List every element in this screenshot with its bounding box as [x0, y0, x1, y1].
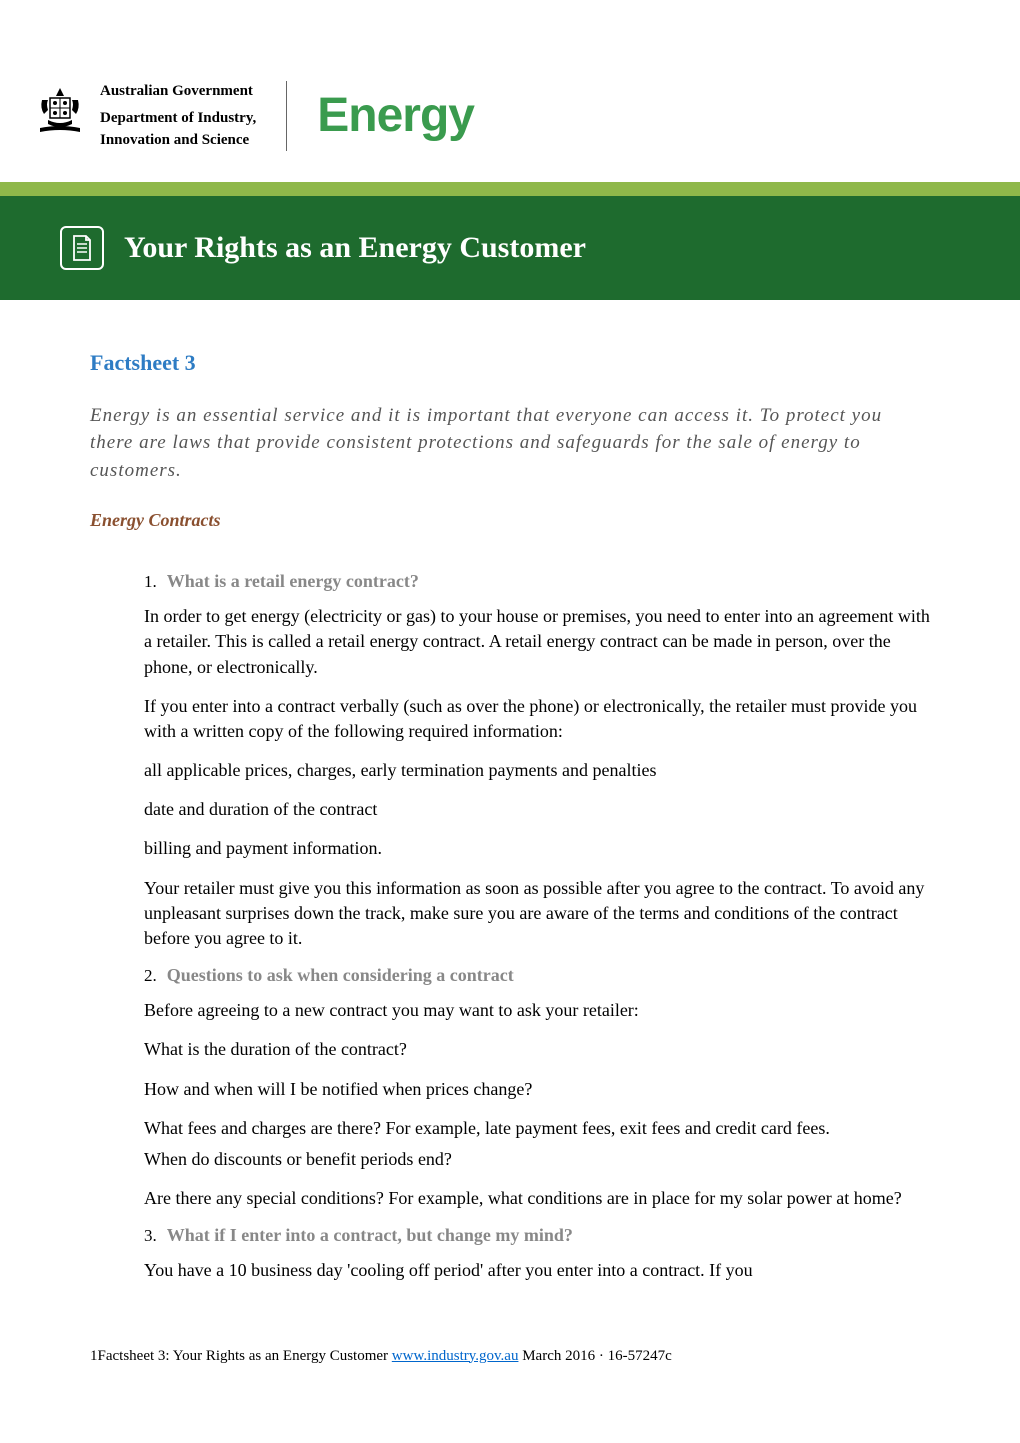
energy-logo: Energy — [317, 88, 474, 143]
qa-list: 1. What is a retail energy contract? In … — [90, 571, 930, 1283]
footer-prefix: 1Factsheet 3: Your Rights as an Energy C… — [90, 1348, 392, 1364]
gov-line3: Innovation and Science — [100, 129, 256, 152]
qa-bullet: all applicable prices, charges, early te… — [144, 758, 930, 783]
qa-paragraph: Before agreeing to a new contract you ma… — [144, 998, 930, 1023]
qa-bullet: When do discounts or benefit periods end… — [144, 1147, 930, 1172]
qa-header-row: 2. Questions to ask when considering a c… — [144, 965, 930, 986]
footer-link[interactable]: www.industry.gov.au — [392, 1348, 519, 1364]
document-icon — [60, 226, 104, 270]
qa-question: What if I enter into a contract, but cha… — [167, 1225, 573, 1246]
footer-suffix: March 2016 · 16-57247c — [518, 1348, 671, 1364]
crest-icon — [30, 80, 90, 140]
green-stripe — [0, 182, 1020, 196]
main-content: Factsheet 3 Energy is an essential servi… — [0, 300, 1020, 1328]
qa-paragraph: If you enter into a contract verbally (s… — [144, 694, 930, 744]
qa-paragraph: You have a 10 business day 'cooling off … — [144, 1258, 930, 1283]
qa-question: What is a retail energy contract? — [167, 571, 419, 592]
page-title: Your Rights as an Energy Customer — [124, 231, 586, 265]
australian-government-logo: Australian Government Department of Indu… — [30, 80, 256, 152]
qa-item: 3. What if I enter into a contract, but … — [144, 1225, 930, 1283]
gov-text-block: Australian Government Department of Indu… — [100, 80, 256, 152]
qa-number: 1. — [144, 572, 157, 592]
qa-bullet: What is the duration of the contract? — [144, 1037, 930, 1062]
qa-question: Questions to ask when considering a cont… — [167, 965, 514, 986]
gov-line1: Australian Government — [100, 80, 256, 103]
qa-bullet: billing and payment information. — [144, 836, 930, 861]
gov-line2: Department of Industry, — [100, 107, 256, 130]
factsheet-label: Factsheet 3 — [90, 350, 930, 376]
section-heading: Energy Contracts — [90, 510, 930, 531]
qa-item: 2. Questions to ask when considering a c… — [144, 965, 930, 1211]
qa-number: 2. — [144, 966, 157, 986]
qa-bullet: date and duration of the contract — [144, 797, 930, 822]
qa-bullet: What fees and charges are there? For exa… — [144, 1116, 930, 1141]
qa-header-row: 1. What is a retail energy contract? — [144, 571, 930, 592]
qa-header-row: 3. What if I enter into a contract, but … — [144, 1225, 930, 1246]
logo-divider — [286, 81, 287, 151]
qa-item: 1. What is a retail energy contract? In … — [144, 571, 930, 951]
title-bar: Your Rights as an Energy Customer — [0, 196, 1020, 300]
qa-paragraph: Your retailer must give you this informa… — [144, 876, 930, 952]
qa-paragraph: In order to get energy (electricity or g… — [144, 604, 930, 680]
intro-paragraph: Energy is an essential service and it is… — [90, 402, 930, 485]
qa-bullet: Are there any special conditions? For ex… — [144, 1186, 930, 1211]
header-logos: Australian Government Department of Indu… — [0, 0, 1020, 182]
qa-bullet: How and when will I be notified when pri… — [144, 1077, 930, 1102]
footer: 1Factsheet 3: Your Rights as an Energy C… — [0, 1328, 1020, 1405]
qa-number: 3. — [144, 1226, 157, 1246]
